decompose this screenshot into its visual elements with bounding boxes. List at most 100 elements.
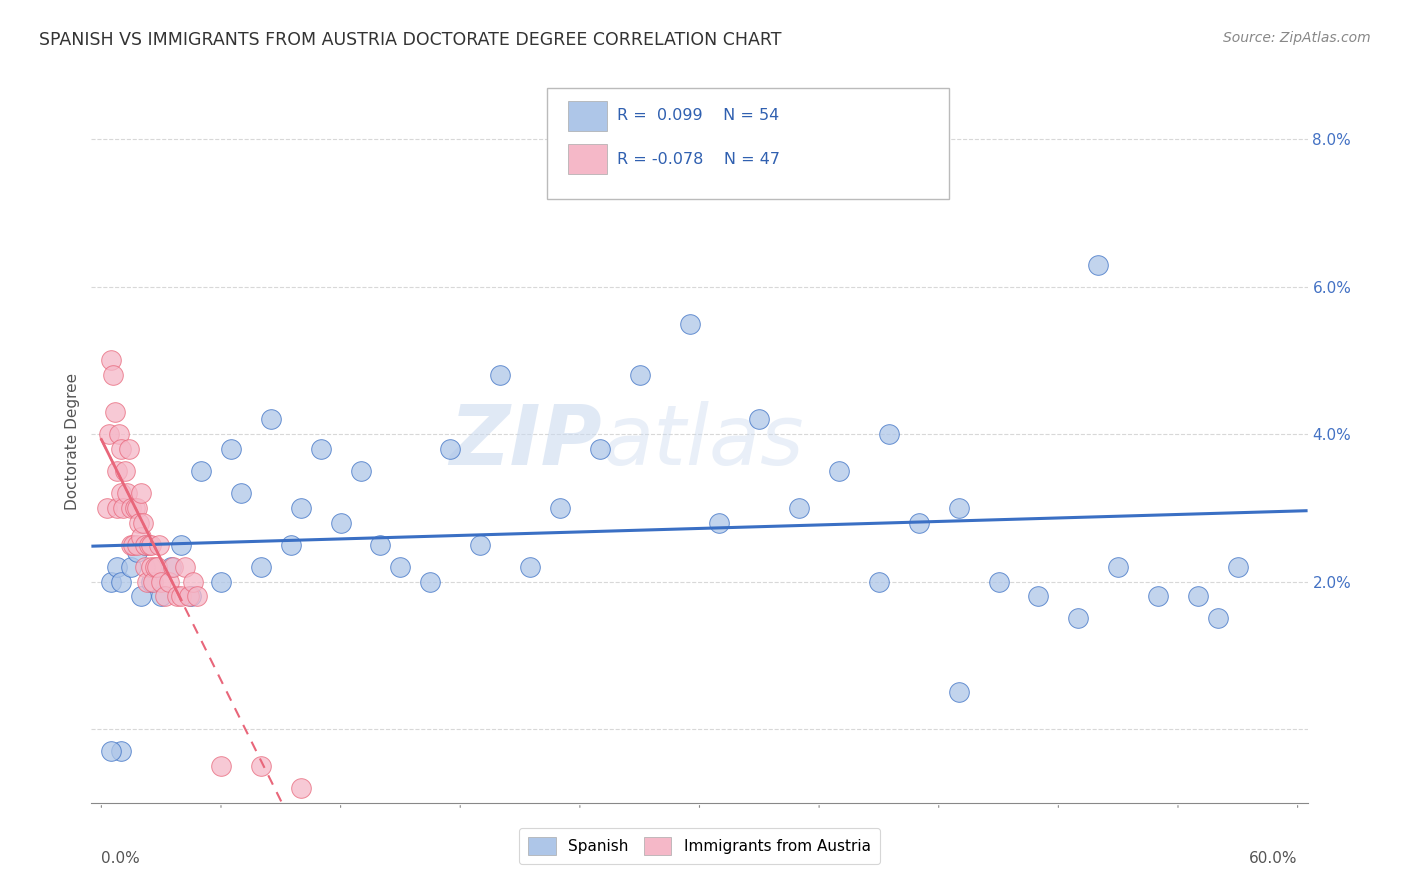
Point — [1107, 560, 1129, 574]
Point — [112, 500, 135, 515]
Point — [141, 574, 163, 589]
Point — [134, 538, 156, 552]
Point — [138, 538, 160, 552]
Point — [349, 464, 371, 478]
Point — [142, 574, 165, 589]
Point — [329, 516, 352, 530]
Point — [948, 685, 970, 699]
Point — [110, 486, 132, 500]
Point — [122, 538, 145, 552]
Point — [678, 317, 700, 331]
Point — [219, 442, 242, 456]
Point — [260, 412, 283, 426]
Text: 60.0%: 60.0% — [1249, 851, 1298, 866]
Point — [136, 574, 159, 589]
Point — [96, 500, 118, 515]
Text: R = -0.078    N = 47: R = -0.078 N = 47 — [617, 152, 780, 167]
Text: SPANISH VS IMMIGRANTS FROM AUSTRIA DOCTORATE DEGREE CORRELATION CHART: SPANISH VS IMMIGRANTS FROM AUSTRIA DOCTO… — [39, 31, 782, 49]
Point — [1147, 590, 1170, 604]
Point — [98, 427, 121, 442]
Point — [439, 442, 461, 456]
Point — [141, 538, 163, 552]
Point — [110, 744, 132, 758]
Point — [166, 590, 188, 604]
Point — [153, 590, 176, 604]
Point — [229, 486, 252, 500]
Point — [470, 538, 492, 552]
Point — [170, 538, 193, 552]
Point — [370, 538, 392, 552]
Point — [100, 574, 122, 589]
Point — [250, 560, 273, 574]
Point — [108, 427, 131, 442]
Point — [110, 442, 132, 456]
Point — [174, 560, 197, 574]
Point — [177, 590, 200, 604]
Point — [129, 590, 152, 604]
Point — [709, 516, 731, 530]
Point — [309, 442, 332, 456]
Point — [117, 486, 139, 500]
Point — [110, 574, 132, 589]
Point — [389, 560, 412, 574]
Point — [180, 590, 202, 604]
Point — [100, 744, 122, 758]
Point — [129, 530, 152, 544]
Point — [150, 574, 173, 589]
Point — [146, 560, 169, 574]
Point — [209, 759, 232, 773]
Point — [127, 538, 149, 552]
Point — [134, 560, 156, 574]
Point — [1067, 611, 1090, 625]
Point — [1187, 590, 1209, 604]
Point — [190, 464, 212, 478]
Point — [118, 442, 141, 456]
Point — [748, 412, 770, 426]
Point — [877, 427, 900, 442]
Point — [104, 405, 127, 419]
Point — [209, 574, 232, 589]
Point — [160, 560, 183, 574]
Point — [186, 590, 208, 604]
Point — [489, 368, 512, 383]
Point — [127, 500, 149, 515]
Point — [170, 590, 193, 604]
Point — [907, 516, 929, 530]
Point — [290, 500, 312, 515]
FancyBboxPatch shape — [547, 87, 949, 200]
Point — [1226, 560, 1249, 574]
Point — [519, 560, 541, 574]
Y-axis label: Doctorate Degree: Doctorate Degree — [65, 373, 80, 510]
Point — [1087, 258, 1109, 272]
Point — [1028, 590, 1050, 604]
Point — [132, 516, 155, 530]
Point — [868, 574, 890, 589]
Point — [105, 500, 128, 515]
Point — [280, 538, 302, 552]
Point — [120, 560, 142, 574]
Text: R =  0.099    N = 54: R = 0.099 N = 54 — [617, 108, 779, 123]
Point — [129, 486, 152, 500]
Point — [828, 464, 851, 478]
Point — [105, 560, 128, 574]
Point — [628, 368, 651, 383]
Point — [100, 353, 122, 368]
Point — [120, 538, 142, 552]
Point — [114, 464, 136, 478]
Point — [141, 560, 163, 574]
Point — [103, 368, 125, 383]
Point — [150, 590, 173, 604]
Point — [127, 545, 149, 559]
Point — [948, 500, 970, 515]
Text: atlas: atlas — [602, 401, 804, 482]
Text: ZIP: ZIP — [450, 401, 602, 482]
Point — [128, 516, 150, 530]
Point — [419, 574, 441, 589]
Text: Source: ZipAtlas.com: Source: ZipAtlas.com — [1223, 31, 1371, 45]
Point — [548, 500, 571, 515]
Legend: Spanish, Immigrants from Austria: Spanish, Immigrants from Austria — [519, 828, 880, 863]
Text: 0.0%: 0.0% — [101, 851, 141, 866]
Point — [589, 442, 612, 456]
Point — [1206, 611, 1229, 625]
Point — [181, 574, 204, 589]
